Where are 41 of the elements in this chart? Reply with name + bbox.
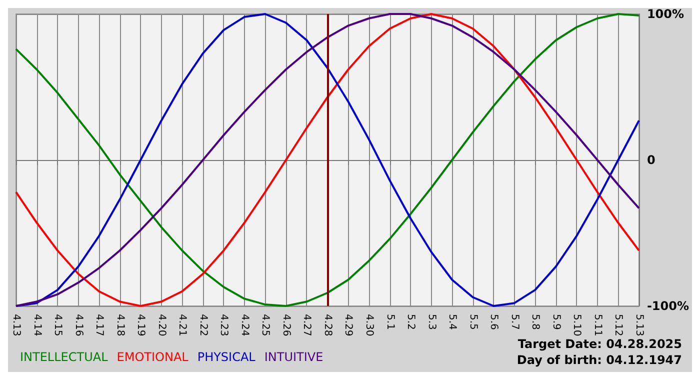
x-tick-label: 5.9 [550, 314, 562, 330]
text: Target Date: 04.28.2025 [518, 337, 682, 351]
x-tick-label: 4.24 [238, 314, 250, 336]
x-tick-label: 5.10 [571, 314, 582, 336]
x-tick-label: 5.2 [405, 314, 416, 330]
x-tick-label: 4.16 [72, 314, 84, 336]
text: INTUITIVE [264, 350, 324, 364]
x-tick-label: 4.15 [52, 314, 64, 336]
x-tick-label: 4.29 [342, 314, 354, 336]
x-tick-label: 5.7 [508, 314, 520, 330]
text: INTELLECTUAL [20, 350, 108, 364]
x-tick-label: 4.17 [94, 314, 105, 336]
x-tick-label: 4.28 [322, 314, 333, 336]
text: Day of birth: 04.12.1947 [516, 353, 682, 367]
x-tick-label: 4.25 [260, 314, 271, 336]
y-tick-label: 100% [646, 7, 684, 21]
x-tick-label: 4.27 [301, 314, 312, 336]
x-tick-label: 4.13 [10, 314, 22, 336]
x-tick-label: 5.3 [426, 314, 437, 330]
x-tick-label: 5.12 [612, 314, 624, 336]
text: EMOTIONAL [116, 350, 189, 364]
x-tick-label: 4.18 [114, 314, 126, 336]
x-tick-label: 4.30 [364, 314, 375, 336]
x-tick-label: 5.1 [384, 314, 396, 330]
x-tick-label: 5.13 [633, 314, 644, 336]
x-tick-label: 4.23 [218, 314, 230, 336]
y-tick-label: -100% [646, 299, 690, 313]
x-tick-label: 4.21 [176, 314, 188, 336]
y-tick-label: 0 [646, 153, 656, 167]
x-tick-label: 5.8 [530, 314, 541, 330]
x-tick-label: 4.22 [197, 314, 208, 336]
x-tick-label: 4.26 [280, 314, 292, 336]
line-series [15, 13, 640, 307]
x-tick-label: 4.19 [135, 314, 146, 336]
x-tick-label: 5.6 [488, 314, 500, 330]
x-tick-label: 4.14 [31, 314, 42, 336]
x-tick-label: 4.20 [156, 314, 167, 336]
x-tick-label: 5.11 [592, 314, 603, 336]
x-tick-label: 5.5 [467, 314, 478, 330]
x-tick-label: 5.4 [446, 314, 458, 330]
text: PHYSICAL [197, 350, 256, 364]
